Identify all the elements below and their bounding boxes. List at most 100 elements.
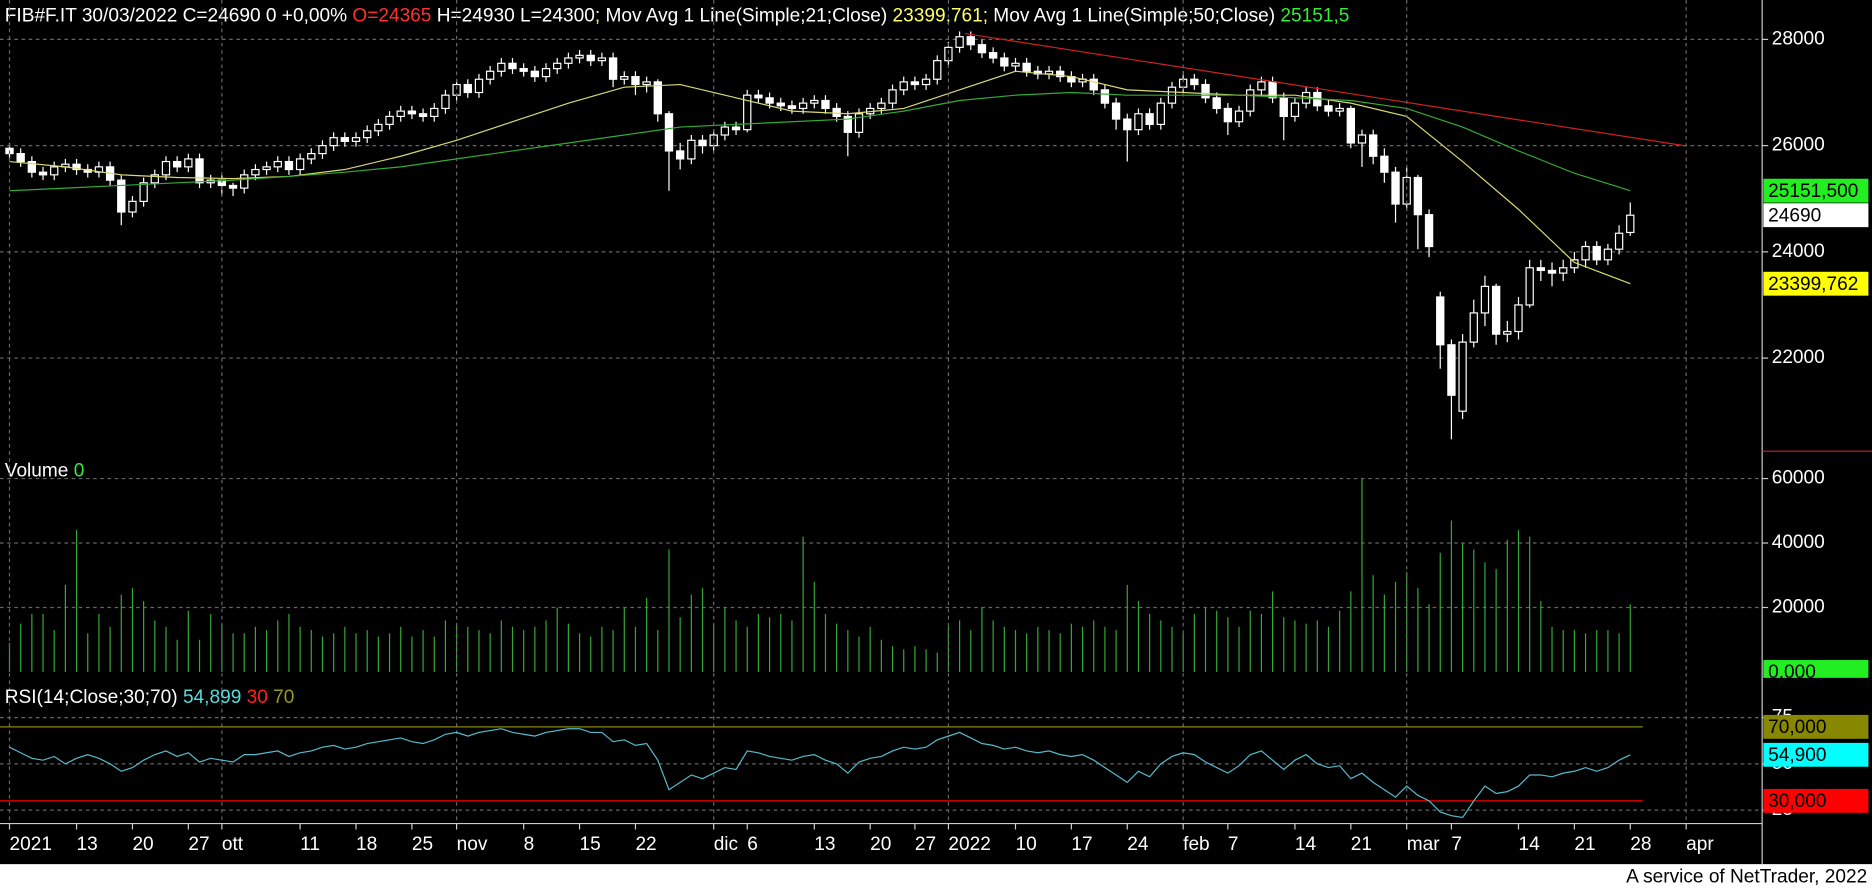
candle-body — [754, 94, 763, 99]
x-tick-label: 17 — [1071, 834, 1092, 855]
candle-body — [642, 81, 651, 86]
candle-body — [508, 62, 517, 70]
candle-body — [172, 160, 182, 168]
candle-body — [407, 110, 417, 115]
candle-body — [374, 123, 383, 132]
candle-body — [933, 60, 942, 80]
candle-body — [687, 139, 696, 160]
candle-body — [1491, 285, 1501, 335]
candle-body — [1603, 248, 1613, 261]
candle-body — [1447, 344, 1456, 396]
candle-body — [854, 113, 864, 133]
candle-body — [1536, 267, 1546, 272]
y-tick-label: 22000 — [1772, 347, 1825, 368]
candle-body — [731, 126, 741, 131]
x-tick-label: 13 — [814, 834, 835, 855]
candle-body — [1201, 83, 1210, 99]
x-tick-label: 27 — [188, 834, 209, 855]
candle-body — [1056, 70, 1065, 78]
candle-body — [530, 70, 540, 78]
value-box: 25151,500 — [1763, 178, 1869, 203]
x-tick-label: mar — [1407, 834, 1441, 855]
candle-body — [1257, 81, 1266, 91]
x-tick-label: 20 — [870, 834, 891, 855]
candle-body — [1156, 102, 1165, 125]
value-box-label: 70,000 — [1768, 717, 1826, 738]
header-segment: 54,899 — [183, 687, 241, 708]
x-tick-label: 8 — [524, 834, 535, 855]
trendline — [965, 32, 1685, 147]
x-tick-label: dic — [714, 834, 739, 855]
candle-body — [597, 57, 607, 62]
header-segment: 23399,761; — [893, 6, 988, 27]
candle-body — [27, 160, 37, 173]
x-tick-label: 2022 — [948, 834, 990, 855]
candle-body — [1089, 78, 1098, 91]
candle-body — [117, 179, 126, 213]
x-tick-label: 7 — [1228, 834, 1239, 855]
y-tick-label: 26000 — [1772, 135, 1825, 156]
candle-body — [150, 174, 159, 184]
candle-body — [921, 78, 931, 86]
candle-body — [519, 68, 528, 72]
header-segment: 0 — [74, 460, 85, 481]
candle-body — [1044, 70, 1054, 75]
candle-body — [586, 54, 595, 62]
y-tick-label: 24000 — [1772, 241, 1825, 262]
y-tick-label: 60000 — [1772, 468, 1825, 489]
candle-body — [441, 94, 450, 110]
candle-body — [787, 105, 797, 110]
candle-body — [1380, 155, 1389, 173]
candle-body — [1503, 330, 1512, 335]
header-segment: ; — [595, 6, 600, 27]
x-tick-label: 25 — [412, 834, 433, 855]
header-segment: 30 — [241, 687, 268, 708]
candle-body — [821, 99, 830, 110]
value-box-bg — [1763, 203, 1869, 228]
panel-header: Volume 0 — [5, 460, 85, 481]
candle-body — [1234, 110, 1244, 123]
candle-body — [463, 83, 472, 94]
candle-body — [1469, 312, 1478, 343]
value-box-label: 0,000 — [1768, 662, 1816, 683]
candle-body — [798, 102, 808, 110]
candle-body — [485, 70, 495, 80]
x-tick-label: 21 — [1351, 834, 1372, 855]
value-box-bg — [1763, 660, 1869, 678]
candle-body — [1335, 107, 1344, 112]
candle-body — [262, 166, 271, 171]
header-segment: Mov Avg 1 Line(Simple;50;Close) — [988, 6, 1280, 27]
candle-body — [1369, 134, 1378, 157]
value-box-label: 30,000 — [1768, 791, 1826, 812]
candle-body — [128, 200, 137, 213]
y-tick-label: 40000 — [1772, 532, 1825, 553]
header-segment: H=24930 L=24300 — [431, 6, 594, 27]
candle-body — [1134, 113, 1143, 131]
candle-body — [575, 54, 584, 59]
header-segment: Mov Avg 1 Line(Simple;21;Close) — [600, 6, 892, 27]
footer: A service of NetTrader, 2022 — [1626, 866, 1867, 887]
value-box-bg — [1763, 714, 1869, 739]
candle-body — [955, 36, 964, 48]
value-box: 54,900 — [1763, 742, 1869, 767]
candle-body — [1581, 245, 1590, 261]
candle-body — [1324, 105, 1333, 112]
x-tick-label: 14 — [1295, 834, 1317, 855]
candle-body — [385, 115, 394, 125]
candle-body — [966, 36, 975, 46]
candle-body — [1123, 118, 1132, 131]
x-tick-label: 28 — [1630, 834, 1651, 855]
candle-body — [228, 184, 238, 189]
value-box-bg — [1763, 271, 1869, 296]
candle-body — [1547, 269, 1557, 274]
x-tick-label: 11 — [300, 834, 320, 855]
value-box-bg — [1763, 788, 1869, 813]
x-tick-label: apr — [1686, 834, 1714, 855]
candle-body — [877, 102, 886, 110]
candle-body — [318, 145, 327, 155]
x-tick-label: 20 — [132, 834, 153, 855]
value-box-bg — [1763, 178, 1869, 203]
